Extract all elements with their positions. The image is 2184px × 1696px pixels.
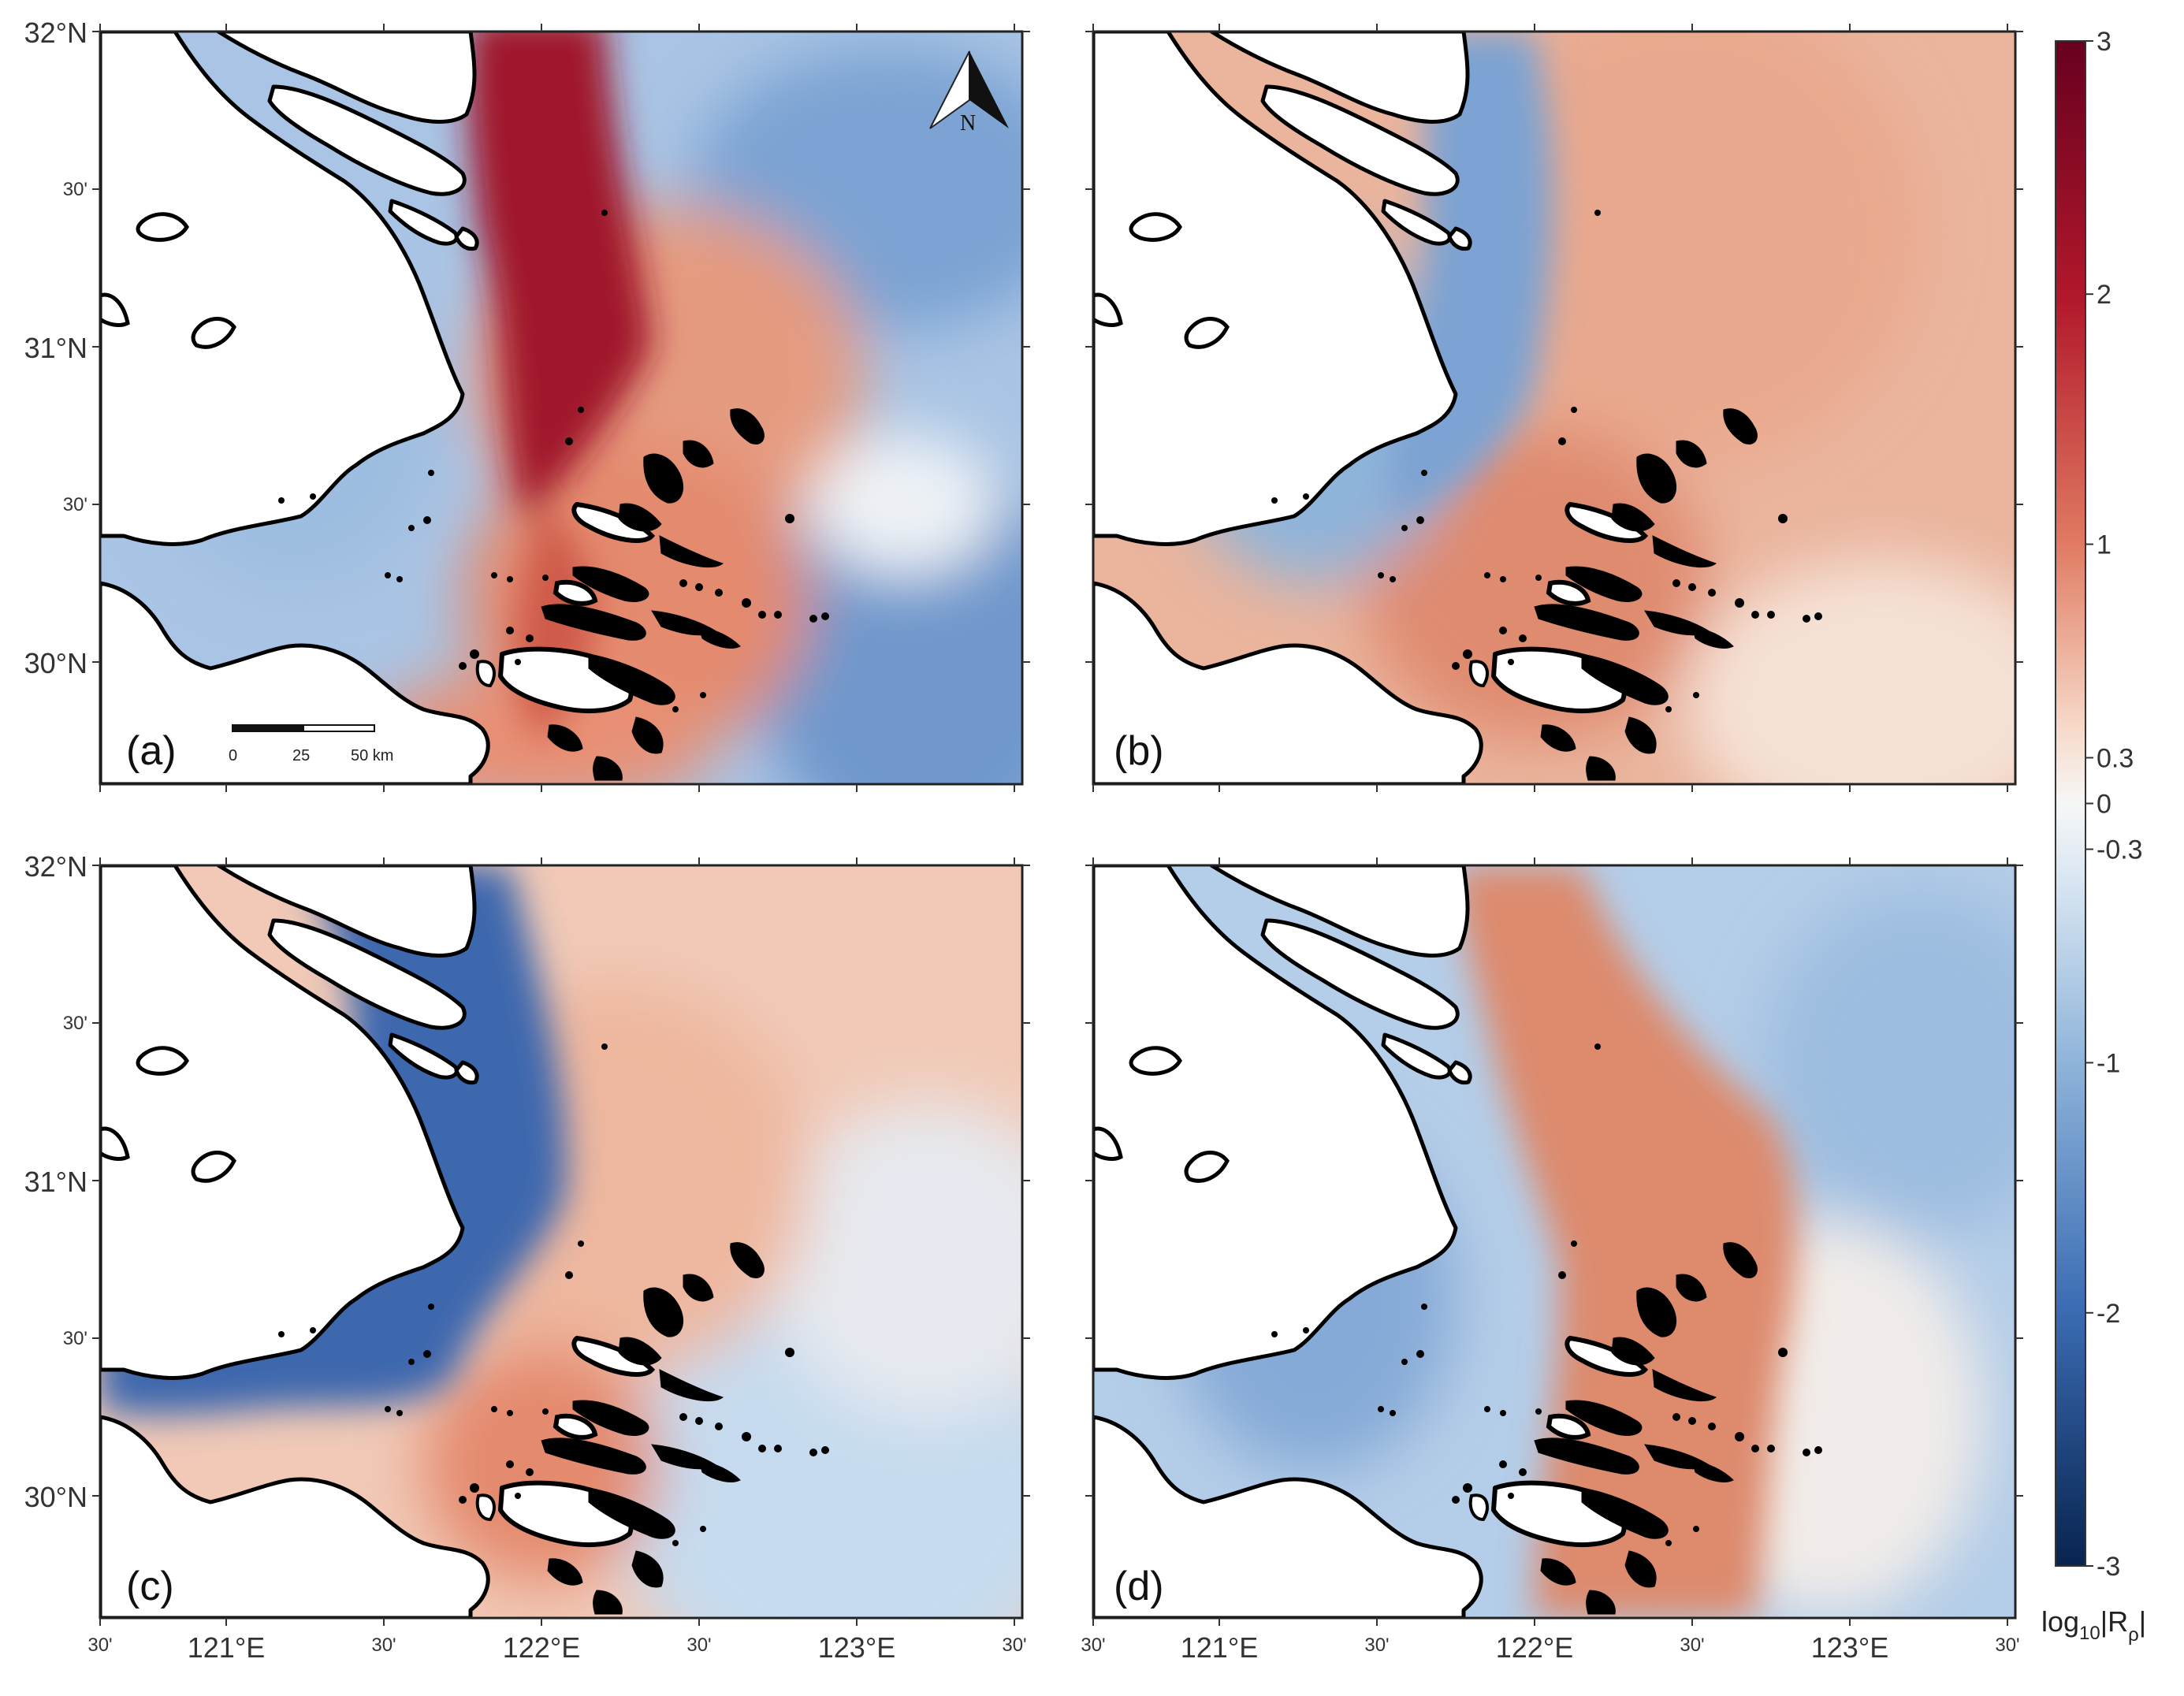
lat-tick-label: 30' bbox=[63, 179, 87, 200]
lat-tick-label: 31°N bbox=[24, 332, 87, 364]
lat-tick-label: 30' bbox=[63, 494, 87, 515]
lat-tick-label: 30°N bbox=[24, 1481, 87, 1513]
colorbar-tick-label: 0 bbox=[2097, 790, 2111, 820]
lon-tick-label: 122°E bbox=[503, 1631, 580, 1664]
colorbar-tick-label: -3 bbox=[2097, 1552, 2120, 1582]
colorbar-tick-label: -0.3 bbox=[2097, 835, 2143, 865]
colorbar-tick-label: 0.3 bbox=[2097, 743, 2134, 773]
lon-tick-label: 30' bbox=[1995, 1635, 2019, 1656]
lon-tick-label: 123°E bbox=[818, 1631, 895, 1664]
lon-tick-label: 30' bbox=[87, 1635, 112, 1656]
colorbar-tick-label: 1 bbox=[2097, 530, 2111, 560]
lon-tick-label: 30' bbox=[371, 1635, 396, 1656]
lon-tick-label: 121°E bbox=[1181, 1631, 1258, 1664]
panel-d bbox=[1092, 864, 2017, 1620]
colorbar-tick-label: -1 bbox=[2097, 1048, 2120, 1078]
lon-tick-label: 30' bbox=[686, 1635, 711, 1656]
panel-d-frame bbox=[1092, 864, 2017, 1620]
panel-c-label: (c) bbox=[126, 1564, 174, 1609]
lon-tick-label: 30' bbox=[1680, 1635, 1704, 1656]
scale-bar-tick-0: 0 bbox=[229, 747, 237, 764]
lat-tick-label: 30°N bbox=[24, 647, 87, 679]
colorbar-label-log: log bbox=[2041, 1605, 2079, 1638]
colorbar-tick-label: 2 bbox=[2097, 280, 2111, 310]
panel-b-frame bbox=[1092, 30, 2017, 786]
colorbar-gradient bbox=[2055, 40, 2086, 1567]
axis-labels: 32°N 30' 31°N 30' 30°N 32°N 30' 31°N 30' 30°N 30' 1… bbox=[24, 17, 2023, 1664]
scale-bar-tick-50: 50 km bbox=[351, 747, 393, 764]
lon-tick-label: 30' bbox=[1081, 1635, 1105, 1656]
scale-bar-tick-25: 25 bbox=[292, 747, 310, 764]
lon-tick-label: 122°E bbox=[1496, 1631, 1573, 1664]
panel-a bbox=[99, 30, 1024, 786]
colorbar-label-rho: ρ bbox=[2128, 1624, 2139, 1646]
colorbar-tick-label: -2 bbox=[2097, 1299, 2120, 1329]
panel-d-label: (d) bbox=[1114, 1564, 1164, 1609]
colorbar-label: log10|Rρ| bbox=[2041, 1605, 2146, 1646]
lon-tick-label: 121°E bbox=[188, 1631, 265, 1664]
panel-b-label: (b) bbox=[1114, 728, 1164, 774]
panel-a-label: (a) bbox=[126, 728, 177, 774]
lon-tick-label: 30' bbox=[1364, 1635, 1389, 1656]
colorbar-tick-label: 3 bbox=[2097, 27, 2111, 57]
lat-tick-label: 30' bbox=[63, 1013, 87, 1034]
lat-tick-label: 32°N bbox=[24, 850, 87, 883]
lat-tick-label: 31°N bbox=[24, 1166, 87, 1198]
scale-bar: 0 25 50 km bbox=[229, 724, 393, 764]
north-arrow-icon: N bbox=[929, 50, 1009, 136]
colorbar-label-end: | bbox=[2139, 1605, 2146, 1638]
panel-c bbox=[99, 864, 1024, 1620]
colorbar-label-r: |R bbox=[2100, 1605, 2128, 1638]
panel-a-frame bbox=[99, 30, 1024, 786]
lon-tick-label: 30' bbox=[1002, 1635, 1026, 1656]
lon-tick-label: 123°E bbox=[1811, 1631, 1888, 1664]
colorbar-label-sub: 10 bbox=[2079, 1623, 2100, 1644]
panel-c-frame bbox=[99, 864, 1024, 1620]
panel-b bbox=[1092, 30, 2017, 786]
colorbar: 3 2 1 0.3 0 -0.3 -1 -2 -3 log10|Rρ| bbox=[2041, 27, 2146, 1646]
colorbar-ticks: 3 2 1 0.3 0 -0.3 -1 -2 -3 bbox=[2085, 27, 2143, 1582]
lat-tick-label: 30' bbox=[63, 1328, 87, 1349]
north-arrow-letter: N bbox=[960, 111, 976, 136]
lat-tick-label: 32°N bbox=[24, 17, 87, 49]
